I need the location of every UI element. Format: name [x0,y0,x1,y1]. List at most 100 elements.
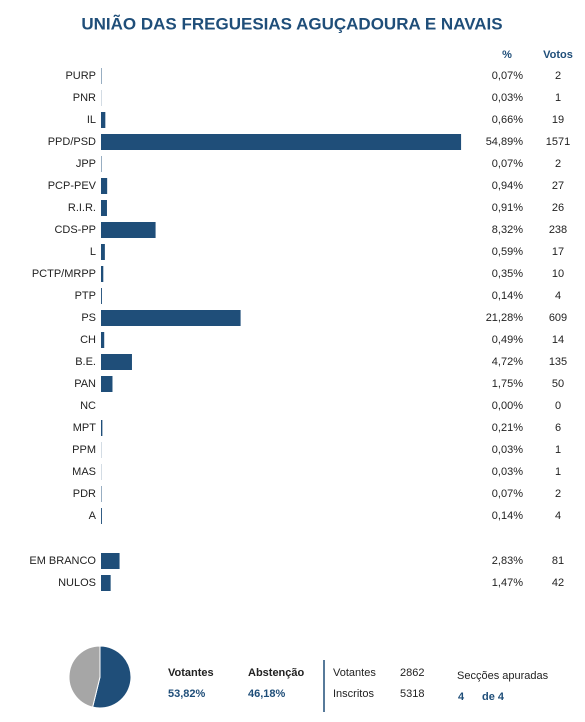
bar [101,553,120,569]
bar [101,332,105,348]
row-label: JPP [76,158,96,170]
row-label: NC [80,400,96,412]
value-label: 0,07% [492,70,523,82]
row-label: PTP [75,290,96,302]
chart-title: UNIÃO DAS FREGUESIAS AGUÇADOURA E NAVAIS [81,13,502,33]
summary-label: Inscritos [333,688,374,700]
row-label: PCP-PEV [48,180,97,192]
bar [101,508,102,524]
value-label: 0,03% [492,92,523,104]
row-label: MAS [72,466,96,478]
row-label: A [89,510,97,522]
pie-slice [92,645,132,709]
row-label: MPT [73,422,97,434]
column-header: Votos [543,49,573,61]
bar [101,112,106,128]
bar [101,134,462,150]
row-label: PPD/PSD [48,136,96,148]
votes-label: 4 [555,510,561,522]
value-label: 0,03% [492,444,523,456]
votes-label: 50 [552,378,564,390]
row-label: B.E. [75,356,96,368]
value-label: 21,28% [486,312,524,324]
bar [101,266,104,282]
row-label: IL [87,114,96,126]
bar [101,310,241,326]
value-label: 0,03% [492,466,523,478]
votes-label: 6 [555,422,561,434]
row-label: CDS-PP [54,224,96,236]
value-label: 2,83% [492,555,523,567]
votes-label: 14 [552,334,564,346]
votes-label: 81 [552,555,564,567]
votes-label: 27 [552,180,564,192]
pie-value: 46,18% [248,688,286,700]
bar [101,178,108,194]
row-label: PAN [74,378,96,390]
bar [101,575,111,591]
value-label: 0,35% [492,268,523,280]
value-label: 0,14% [492,290,523,302]
votes-label: 1 [555,444,561,456]
sections-total: de 4 [482,691,505,703]
votes-label: 10 [552,268,564,280]
row-label: R.I.R. [68,202,96,214]
value-label: 0,21% [492,422,523,434]
value-label: 8,32% [492,224,523,236]
column-header: % [502,49,512,61]
value-label: 1,75% [492,378,523,390]
bar [101,200,107,216]
summary-label: Votantes [333,667,376,679]
value-label: 0,07% [492,488,523,500]
bar [101,244,105,260]
votes-label: 135 [549,356,567,368]
summary-value: 2862 [400,667,424,679]
pie-label: Abstenção [248,667,305,679]
votes-label: 609 [549,312,567,324]
value-label: 4,72% [492,356,523,368]
row-label: PCTP/MRPP [32,268,96,280]
value-label: 0,66% [492,114,523,126]
sections-done: 4 [458,691,465,703]
row-label: PPM [72,444,96,456]
votes-label: 4 [555,290,561,302]
value-label: 0,91% [492,202,523,214]
bar [101,376,113,392]
value-label: 0,00% [492,400,523,412]
bar [101,288,102,304]
pie-value: 53,82% [168,688,206,700]
value-label: 1,47% [492,577,523,589]
votes-label: 26 [552,202,564,214]
sections-label: Secções apuradas [457,670,549,682]
votes-label: 0 [555,400,561,412]
row-label: PDR [73,488,96,500]
bar [101,354,132,370]
value-label: 54,89% [486,136,524,148]
votes-label: 2 [555,70,561,82]
row-label: PURP [65,70,96,82]
row-label: L [90,246,96,258]
votes-label: 42 [552,577,564,589]
row-label: PNR [73,92,96,104]
value-label: 0,07% [492,158,523,170]
pie-slice [68,645,101,708]
votes-label: 17 [552,246,564,258]
value-label: 0,49% [492,334,523,346]
row-label: EM BRANCO [29,555,96,567]
votes-label: 1 [555,92,561,104]
row-label: NULOS [58,577,96,589]
value-label: 0,94% [492,180,523,192]
value-label: 0,14% [492,510,523,522]
value-label: 0,59% [492,246,523,258]
votes-label: 2 [555,488,561,500]
row-label: CH [80,334,96,346]
bar [101,420,103,436]
votes-label: 238 [549,224,567,236]
bar [101,222,156,238]
row-label: PS [81,312,96,324]
votes-label: 19 [552,114,564,126]
votes-label: 1 [555,466,561,478]
votes-label: 2 [555,158,561,170]
votes-label: 1571 [546,136,570,148]
